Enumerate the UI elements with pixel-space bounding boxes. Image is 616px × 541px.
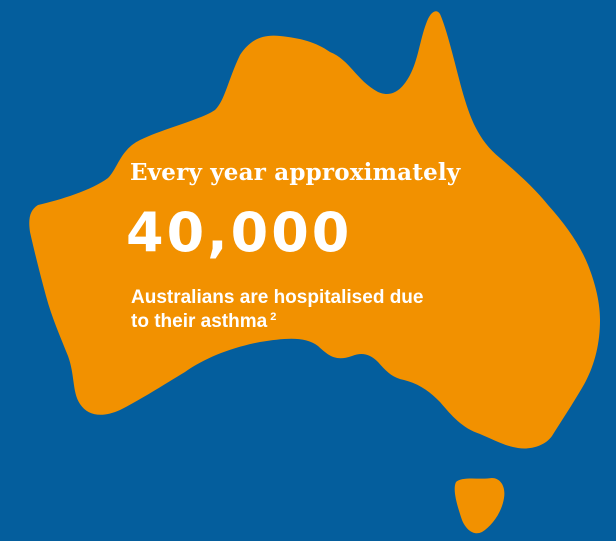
description-line-2: to their asthma 2 xyxy=(131,310,551,334)
headline-text: Every year approximately xyxy=(130,159,461,186)
description-line-1: Australians are hospitalised due xyxy=(131,287,424,308)
tasmania xyxy=(454,478,505,534)
australia-mainland xyxy=(29,11,601,449)
statistic-description: Australians are hospitalised due to thei… xyxy=(131,286,551,334)
reference-superscript: 2 xyxy=(270,310,277,323)
statistic-number: 40,000 xyxy=(126,201,353,264)
description-line-2-text: to their asthma xyxy=(131,311,268,332)
